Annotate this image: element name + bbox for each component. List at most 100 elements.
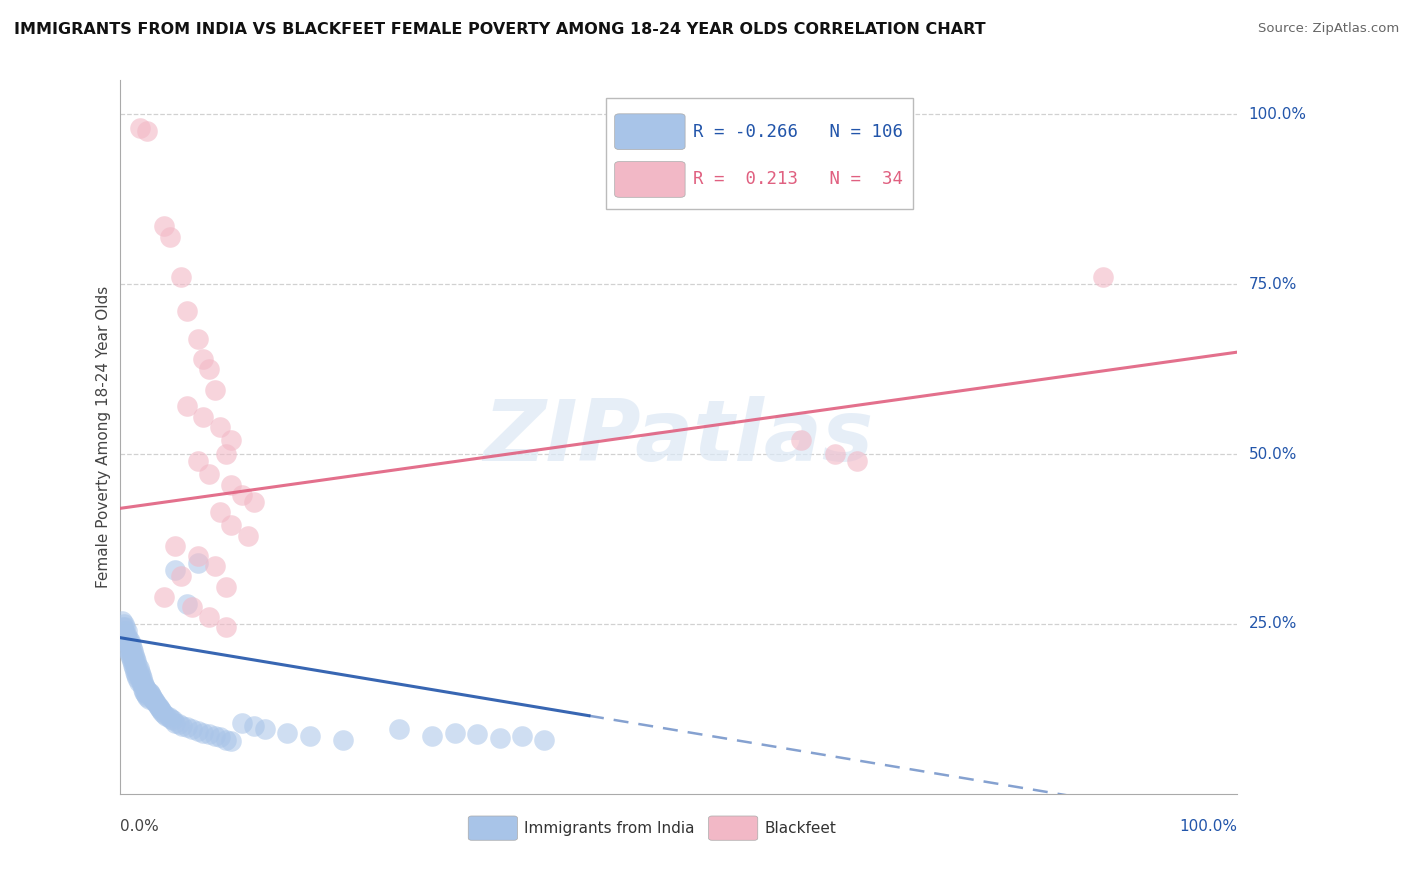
Point <box>149 702 172 716</box>
Point <box>187 556 209 570</box>
Point <box>198 467 221 482</box>
Point <box>193 725 215 739</box>
Point <box>176 304 198 318</box>
Point <box>121 640 143 655</box>
Point <box>136 124 159 138</box>
Point <box>242 719 264 733</box>
Point <box>198 362 221 376</box>
Point <box>129 668 152 682</box>
Point <box>236 528 259 542</box>
Point <box>141 690 163 705</box>
Point <box>138 686 160 700</box>
Point <box>122 648 145 662</box>
Point <box>176 400 198 414</box>
Point <box>121 654 143 668</box>
Point <box>139 689 162 703</box>
Point <box>198 610 221 624</box>
Text: Immigrants from India: Immigrants from India <box>524 821 695 836</box>
Text: IMMIGRANTS FROM INDIA VS BLACKFEET FEMALE POVERTY AMONG 18-24 YEAR OLDS CORRELAT: IMMIGRANTS FROM INDIA VS BLACKFEET FEMAL… <box>14 22 986 37</box>
Point <box>215 620 238 634</box>
Point <box>117 637 139 651</box>
Point <box>162 714 184 728</box>
Text: R =  0.213   N =  34: R = 0.213 N = 34 <box>693 170 903 188</box>
Point <box>176 597 198 611</box>
Point <box>120 651 142 665</box>
Point <box>219 477 243 491</box>
Point <box>253 723 276 737</box>
Point <box>153 219 176 234</box>
Point <box>209 420 232 434</box>
Point <box>138 685 160 699</box>
Point <box>153 590 176 604</box>
Point <box>149 703 172 717</box>
Point <box>533 732 555 747</box>
Point <box>118 634 141 648</box>
Point <box>170 569 193 583</box>
Point <box>118 640 141 655</box>
Point <box>134 686 156 700</box>
Text: R = -0.266   N = 106: R = -0.266 N = 106 <box>693 123 903 141</box>
Point <box>488 731 510 746</box>
Text: Blackfeet: Blackfeet <box>765 821 837 836</box>
Point <box>115 634 138 648</box>
Point <box>131 678 153 692</box>
Point <box>510 729 533 743</box>
Point <box>117 632 139 646</box>
Point <box>143 695 166 709</box>
Point <box>219 518 243 533</box>
Text: Source: ZipAtlas.com: Source: ZipAtlas.com <box>1258 22 1399 36</box>
Point <box>111 627 134 641</box>
Point <box>124 665 146 679</box>
Text: 25.0%: 25.0% <box>1249 616 1296 632</box>
Point <box>117 624 139 638</box>
Point <box>187 549 209 563</box>
Text: 100.0%: 100.0% <box>1249 107 1306 122</box>
Point <box>181 599 204 614</box>
FancyBboxPatch shape <box>614 114 685 150</box>
FancyBboxPatch shape <box>709 816 758 840</box>
Point <box>120 644 142 658</box>
Point <box>160 712 183 726</box>
Point <box>159 229 181 244</box>
Point <box>148 699 170 714</box>
Point <box>219 734 243 748</box>
FancyBboxPatch shape <box>614 161 685 197</box>
FancyBboxPatch shape <box>606 98 912 209</box>
Point <box>111 614 134 628</box>
Point <box>112 617 135 632</box>
Text: 0.0%: 0.0% <box>120 819 159 834</box>
Point <box>128 120 150 135</box>
Point <box>136 683 159 698</box>
Point <box>215 447 238 461</box>
Point <box>215 732 238 747</box>
Point <box>138 691 160 706</box>
Point <box>128 674 150 689</box>
Point <box>153 706 176 721</box>
Point <box>128 668 150 682</box>
Point <box>134 680 156 694</box>
Point <box>465 727 488 741</box>
Point <box>115 627 138 641</box>
Point <box>114 620 136 634</box>
Point <box>176 720 198 734</box>
Point <box>112 624 135 638</box>
Point <box>193 409 215 424</box>
Point <box>172 719 194 733</box>
Point <box>136 690 159 705</box>
Point <box>117 640 139 655</box>
Text: 100.0%: 100.0% <box>1180 819 1237 834</box>
Point <box>121 648 143 662</box>
Point <box>122 651 145 665</box>
Point <box>117 631 139 645</box>
Point <box>198 727 221 741</box>
Point <box>122 661 145 675</box>
Point <box>824 447 846 461</box>
Point <box>193 351 215 366</box>
Point <box>125 654 148 668</box>
Point <box>219 434 243 448</box>
Point <box>122 644 145 658</box>
Point <box>150 706 173 720</box>
Point <box>125 668 148 682</box>
Point <box>790 434 813 448</box>
Point <box>128 665 150 679</box>
